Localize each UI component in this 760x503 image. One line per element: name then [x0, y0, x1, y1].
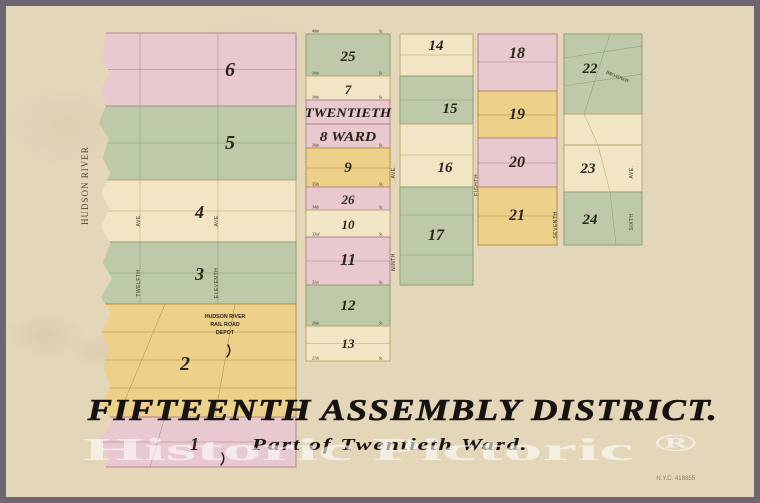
svg-text:9: 9 — [344, 160, 352, 176]
svg-text:DEPOT: DEPOT — [216, 330, 235, 336]
svg-text:HUDSON RIVER: HUDSON RIVER — [80, 146, 90, 225]
svg-text:St.: St. — [379, 95, 383, 100]
svg-text:NINTH: NINTH — [391, 253, 397, 271]
svg-text:21: 21 — [508, 207, 525, 224]
svg-text:18: 18 — [509, 45, 525, 62]
svg-text:TWELFTH: TWELFTH — [136, 269, 142, 296]
svg-text:39th: 39th — [312, 71, 319, 76]
svg-text:16: 16 — [438, 160, 454, 176]
svg-text:AVE.: AVE. — [214, 213, 220, 226]
svg-text:38th: 38th — [312, 95, 319, 100]
svg-text:SIXTH: SIXTH — [629, 213, 635, 230]
svg-text:24: 24 — [582, 212, 599, 228]
svg-text:8 WARD: 8 WARD — [320, 130, 377, 145]
svg-text:AVE.: AVE. — [629, 165, 635, 178]
svg-text:15: 15 — [443, 101, 459, 117]
svg-text:10: 10 — [342, 217, 356, 232]
svg-text:14: 14 — [429, 38, 445, 54]
svg-text:AVE.: AVE. — [391, 165, 397, 178]
svg-text:5: 5 — [225, 132, 235, 154]
svg-text:25: 25 — [340, 49, 357, 65]
svg-text:33rd: 33rd — [312, 232, 320, 237]
svg-text:St.: St. — [379, 29, 383, 34]
svg-text:2: 2 — [179, 353, 190, 375]
svg-text:6: 6 — [225, 59, 235, 81]
svg-text:23: 23 — [580, 161, 597, 177]
svg-text:St.: St. — [379, 356, 383, 361]
svg-text:Part of Twentieth Ward.: Part of Twentieth Ward. — [251, 436, 529, 454]
svg-text:RAIL ROAD: RAIL ROAD — [210, 322, 240, 328]
svg-text:St.: St. — [379, 143, 383, 148]
svg-text:4: 4 — [194, 202, 204, 222]
svg-text:SEVENTH: SEVENTH — [553, 211, 559, 238]
svg-text:26: 26 — [341, 192, 356, 207]
svg-text:17: 17 — [428, 227, 445, 244]
svg-text:HUDSON RIVER: HUDSON RIVER — [205, 314, 246, 320]
svg-text:N.Y.C. 418855: N.Y.C. 418855 — [656, 476, 695, 482]
svg-text:36th: 36th — [312, 143, 319, 148]
svg-text:13: 13 — [342, 336, 356, 351]
svg-text:St.: St. — [379, 321, 383, 326]
svg-text:St.: St. — [379, 205, 383, 210]
svg-text:29th: 29th — [312, 321, 319, 326]
svg-text:ELEVENTH: ELEVENTH — [214, 268, 220, 298]
svg-text:31st: 31st — [312, 280, 320, 285]
svg-text:7: 7 — [345, 82, 352, 97]
svg-text:11: 11 — [340, 250, 356, 269]
svg-text:TWENTIETH: TWENTIETH — [305, 106, 393, 120]
svg-text:20: 20 — [508, 154, 525, 171]
svg-text:3: 3 — [194, 264, 204, 284]
svg-text:St.: St. — [379, 182, 383, 187]
svg-text:35th: 35th — [312, 182, 319, 187]
svg-text:19: 19 — [509, 106, 525, 123]
svg-text:AVE.: AVE. — [136, 213, 142, 226]
svg-text:22: 22 — [582, 61, 599, 77]
svg-text:FIFTEENTH ASSEMBLY DISTRICT.: FIFTEENTH ASSEMBLY DISTRICT. — [87, 393, 719, 427]
svg-text:St.: St. — [379, 232, 383, 237]
svg-text:40th: 40th — [312, 29, 319, 34]
svg-text:27th: 27th — [312, 356, 319, 361]
svg-text:34th: 34th — [312, 205, 319, 210]
svg-text:St.: St. — [379, 280, 383, 285]
svg-text:1: 1 — [190, 434, 199, 454]
svg-text:12: 12 — [341, 298, 357, 314]
